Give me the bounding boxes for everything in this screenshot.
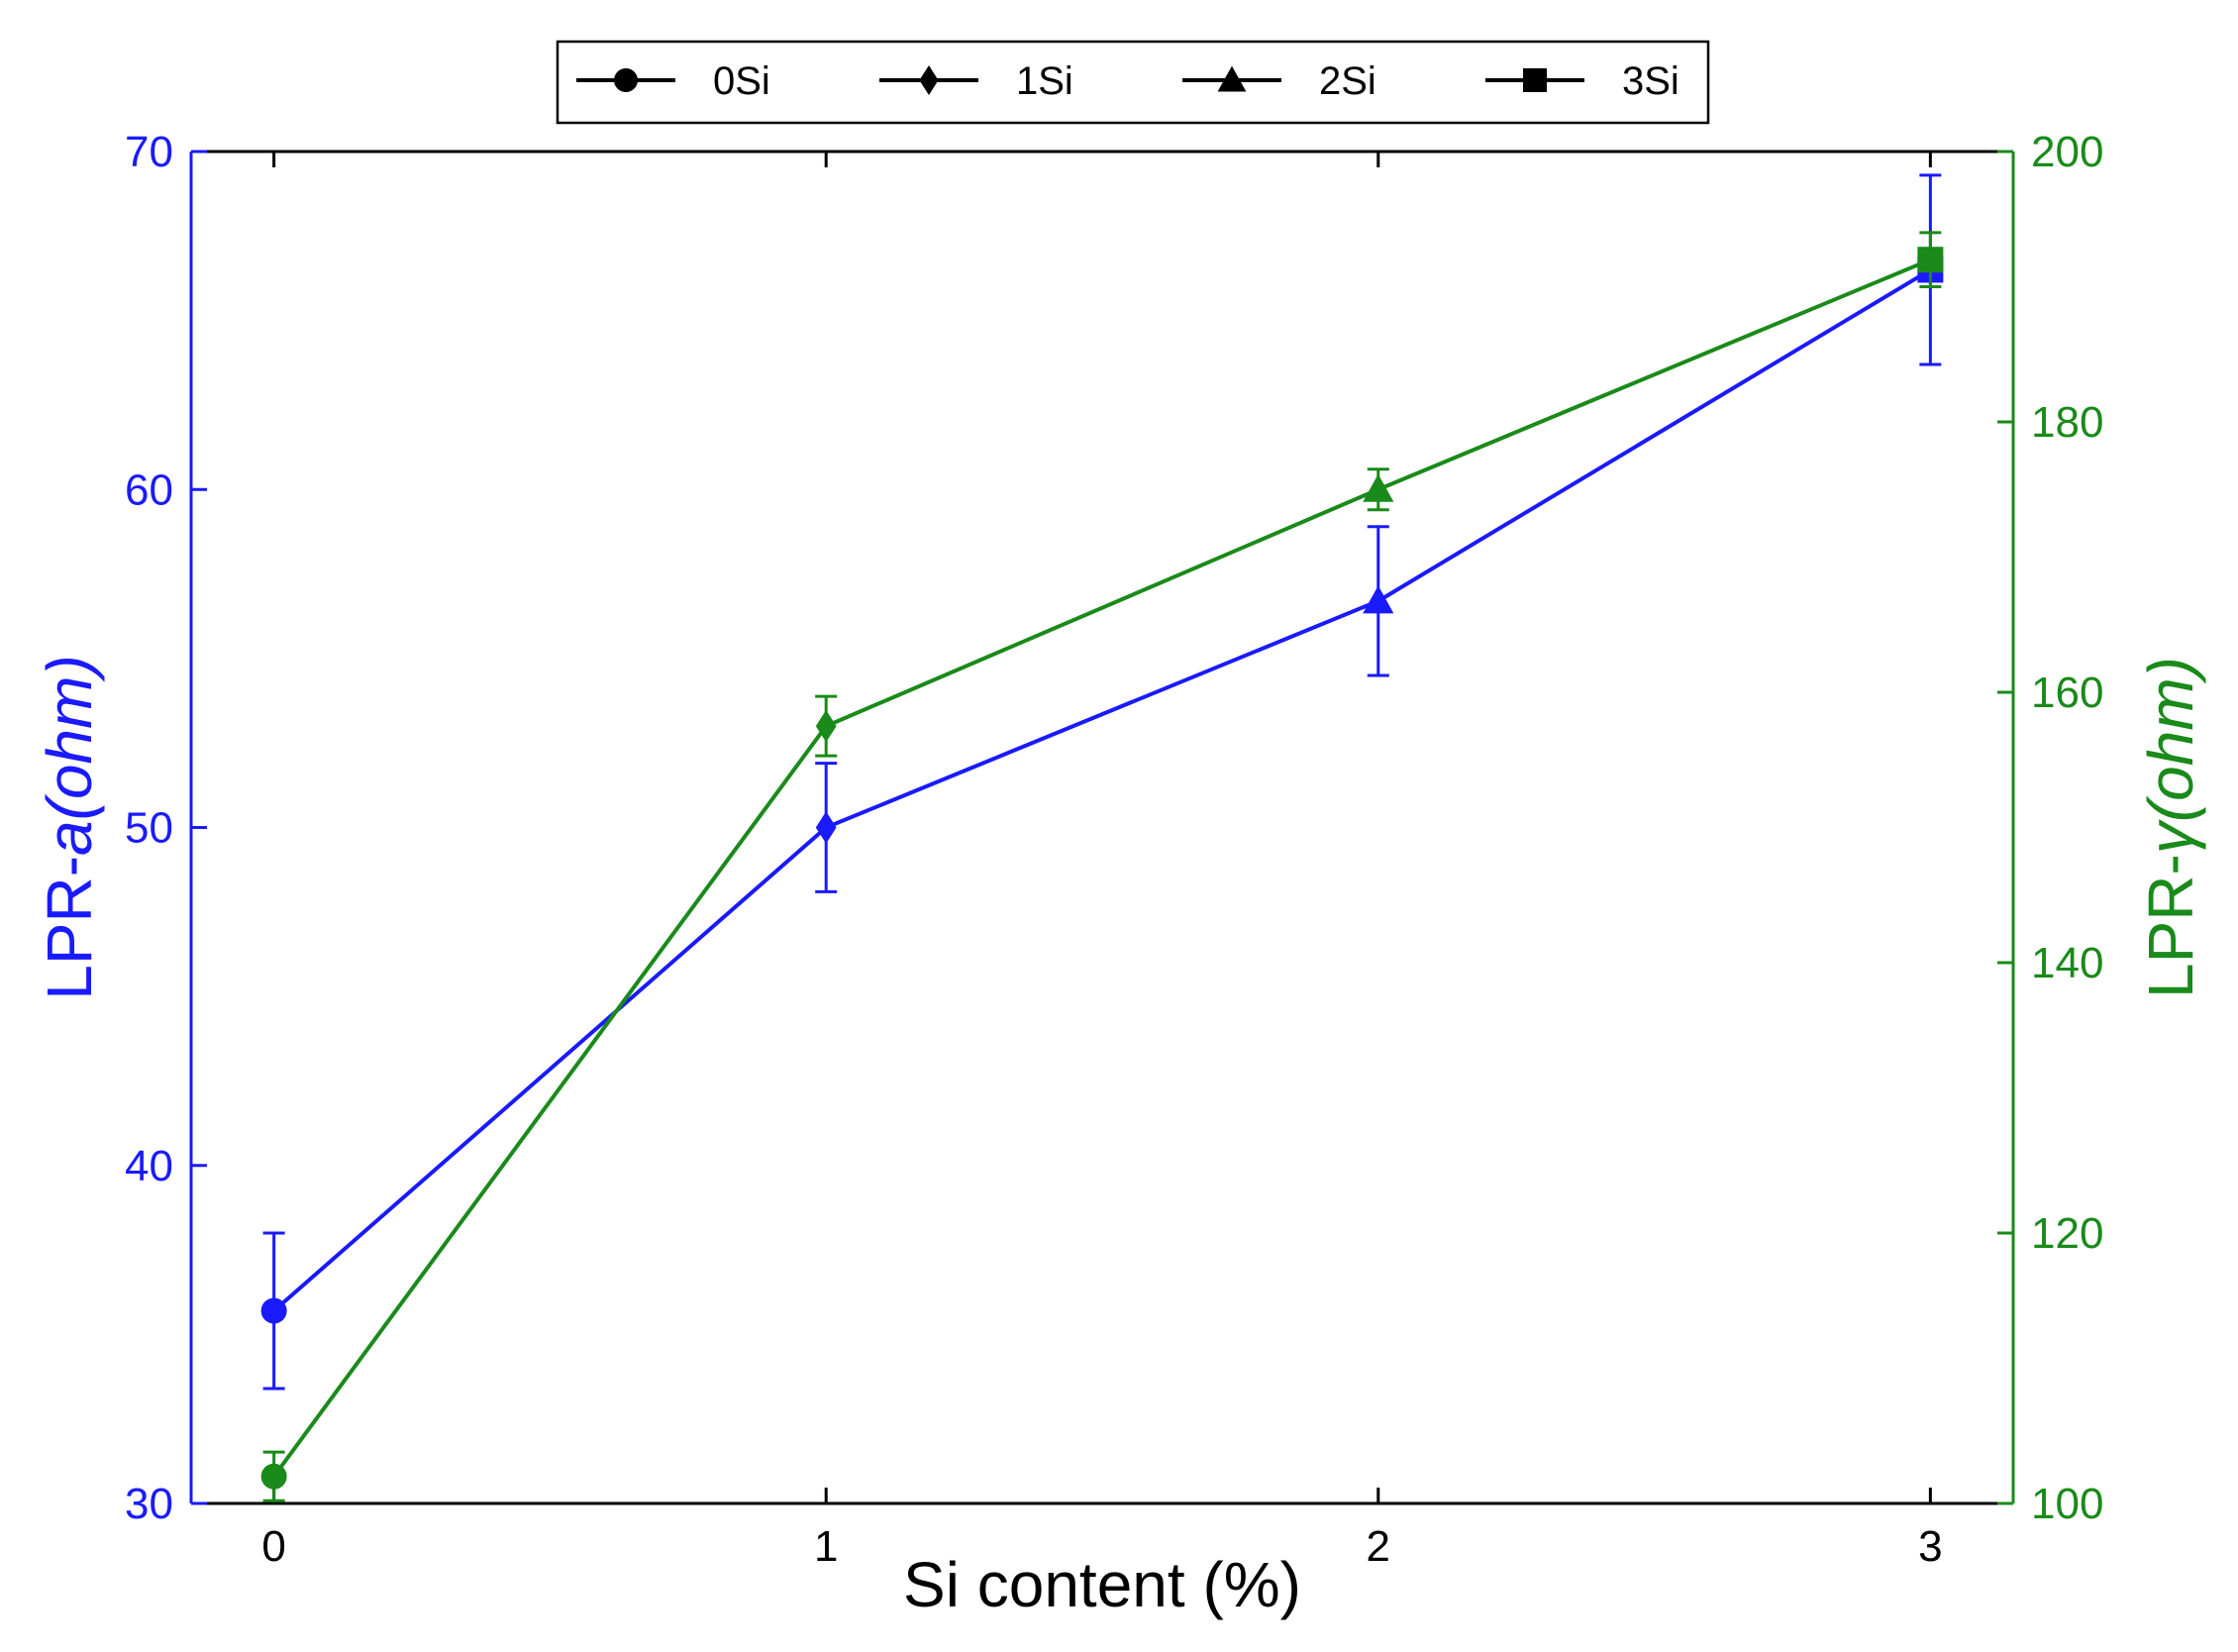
x-axis-title: Si content (%) bbox=[903, 1549, 1301, 1620]
axes: 30 40 50 60 70 100 120 140 160 180 200 0 1 2 3 bbox=[125, 128, 2103, 1571]
y-left-tick-label: 60 bbox=[125, 465, 173, 514]
y-left-title-symbol: a bbox=[34, 820, 105, 856]
legend-label: 2Si bbox=[1319, 59, 1376, 103]
y-left-tick-label: 50 bbox=[125, 804, 173, 853]
x-tick-label: 0 bbox=[261, 1522, 285, 1571]
data-point bbox=[815, 811, 837, 844]
series-line bbox=[272, 267, 1932, 1312]
legend-marker bbox=[1217, 65, 1247, 92]
y-right-title-unit: (ohm) bbox=[2135, 657, 2206, 822]
y-right-tick-label: 160 bbox=[2031, 669, 2103, 717]
y-left-title-unit: (ohm) bbox=[34, 655, 105, 820]
legend-label: 0Si bbox=[713, 59, 770, 103]
y-left-title-prefix: LPR- bbox=[34, 856, 105, 1000]
y-right-title-prefix: LPR- bbox=[2135, 854, 2206, 998]
series-layer bbox=[260, 173, 1944, 1502]
data-point bbox=[1363, 585, 1394, 614]
legend-marker bbox=[919, 65, 939, 95]
y-right-tick-label: 100 bbox=[2031, 1480, 2103, 1528]
data-point bbox=[1363, 473, 1394, 502]
legend-label: 3Si bbox=[1622, 59, 1679, 103]
y-right-tick-label: 120 bbox=[2031, 1209, 2103, 1258]
y-left-tick-label: 40 bbox=[125, 1142, 173, 1190]
x-tick-label: 3 bbox=[1918, 1522, 1942, 1571]
data-point bbox=[1917, 247, 1944, 273]
data-point bbox=[260, 1463, 287, 1490]
legend-marker bbox=[1523, 68, 1547, 92]
series-left bbox=[260, 173, 1944, 1391]
legend-label: 1Si bbox=[1016, 59, 1073, 103]
y-left-axis-title: LPR-a(ohm) bbox=[34, 655, 105, 1000]
y-right-axis-title: LPR-γ(ohm) bbox=[2135, 657, 2206, 998]
y-right-title-symbol: γ bbox=[2135, 818, 2206, 854]
y-right-tick-label: 180 bbox=[2031, 398, 2103, 447]
x-tick-label: 1 bbox=[814, 1522, 838, 1571]
legend: 0Si 1Si 2Si 3Si bbox=[556, 40, 1710, 125]
x-tick-label: 2 bbox=[1367, 1522, 1390, 1571]
data-point bbox=[815, 709, 837, 743]
y-right-tick-label: 200 bbox=[2031, 128, 2103, 176]
y-left-tick-label: 70 bbox=[125, 128, 173, 176]
data-point bbox=[260, 1297, 287, 1324]
series-line bbox=[272, 258, 1932, 1478]
y-right-tick-label: 140 bbox=[2031, 939, 2103, 987]
y-left-tick-label: 30 bbox=[125, 1480, 173, 1528]
legend-marker bbox=[614, 68, 638, 92]
series-right bbox=[260, 231, 1944, 1502]
